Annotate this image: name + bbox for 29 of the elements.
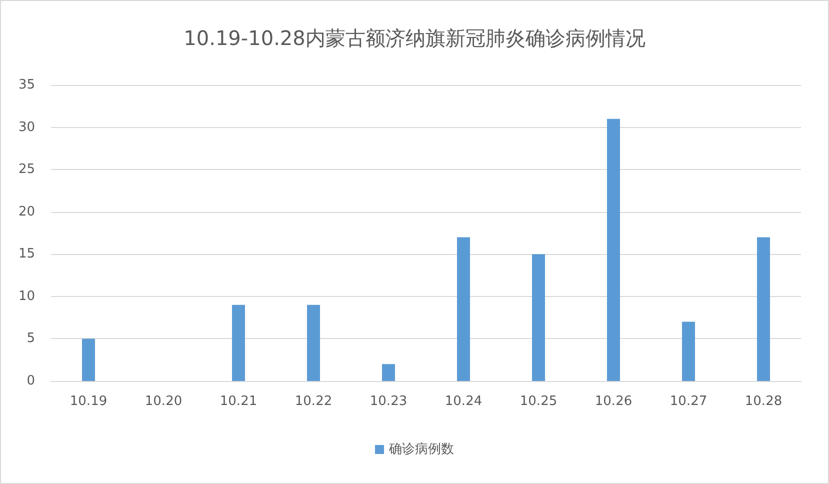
y-tick-label: 35 bbox=[18, 78, 35, 92]
x-tick-label: 10.24 bbox=[444, 394, 482, 409]
y-tick-label: 30 bbox=[18, 120, 35, 135]
y-tick-label: 5 bbox=[26, 331, 35, 346]
x-tick-label: 10.23 bbox=[370, 394, 408, 409]
y-tick-label: 10 bbox=[18, 288, 35, 304]
bar bbox=[232, 304, 245, 381]
bar bbox=[382, 364, 395, 381]
y-tick-label: 15 bbox=[18, 246, 35, 262]
x-tick-label: 10.22 bbox=[294, 394, 332, 409]
y-tick-label: 0 bbox=[26, 374, 35, 388]
legend-label: 确诊病例数 bbox=[388, 442, 454, 457]
x-tick-label: 10.28 bbox=[744, 394, 782, 409]
bar bbox=[607, 118, 620, 381]
chart-title: 10.19-10.28内蒙古额济纳旗新冠肺炎确诊病例情况 bbox=[184, 26, 646, 50]
y-tick-label: 20 bbox=[18, 204, 35, 220]
bar bbox=[307, 304, 320, 381]
bar bbox=[682, 322, 695, 381]
y-tick-label: 25 bbox=[18, 162, 35, 178]
x-tick-label: 10.26 bbox=[594, 394, 632, 409]
x-tick-label: 10.21 bbox=[220, 394, 258, 409]
bar bbox=[457, 237, 470, 381]
x-tick-label: 10.25 bbox=[520, 394, 558, 409]
x-tick-label: 10.19 bbox=[70, 394, 108, 409]
bar bbox=[82, 338, 95, 381]
x-tick-label: 10.20 bbox=[144, 394, 182, 409]
x-tick-label: 10.27 bbox=[670, 394, 708, 409]
bar bbox=[532, 254, 545, 381]
bar bbox=[757, 237, 770, 381]
